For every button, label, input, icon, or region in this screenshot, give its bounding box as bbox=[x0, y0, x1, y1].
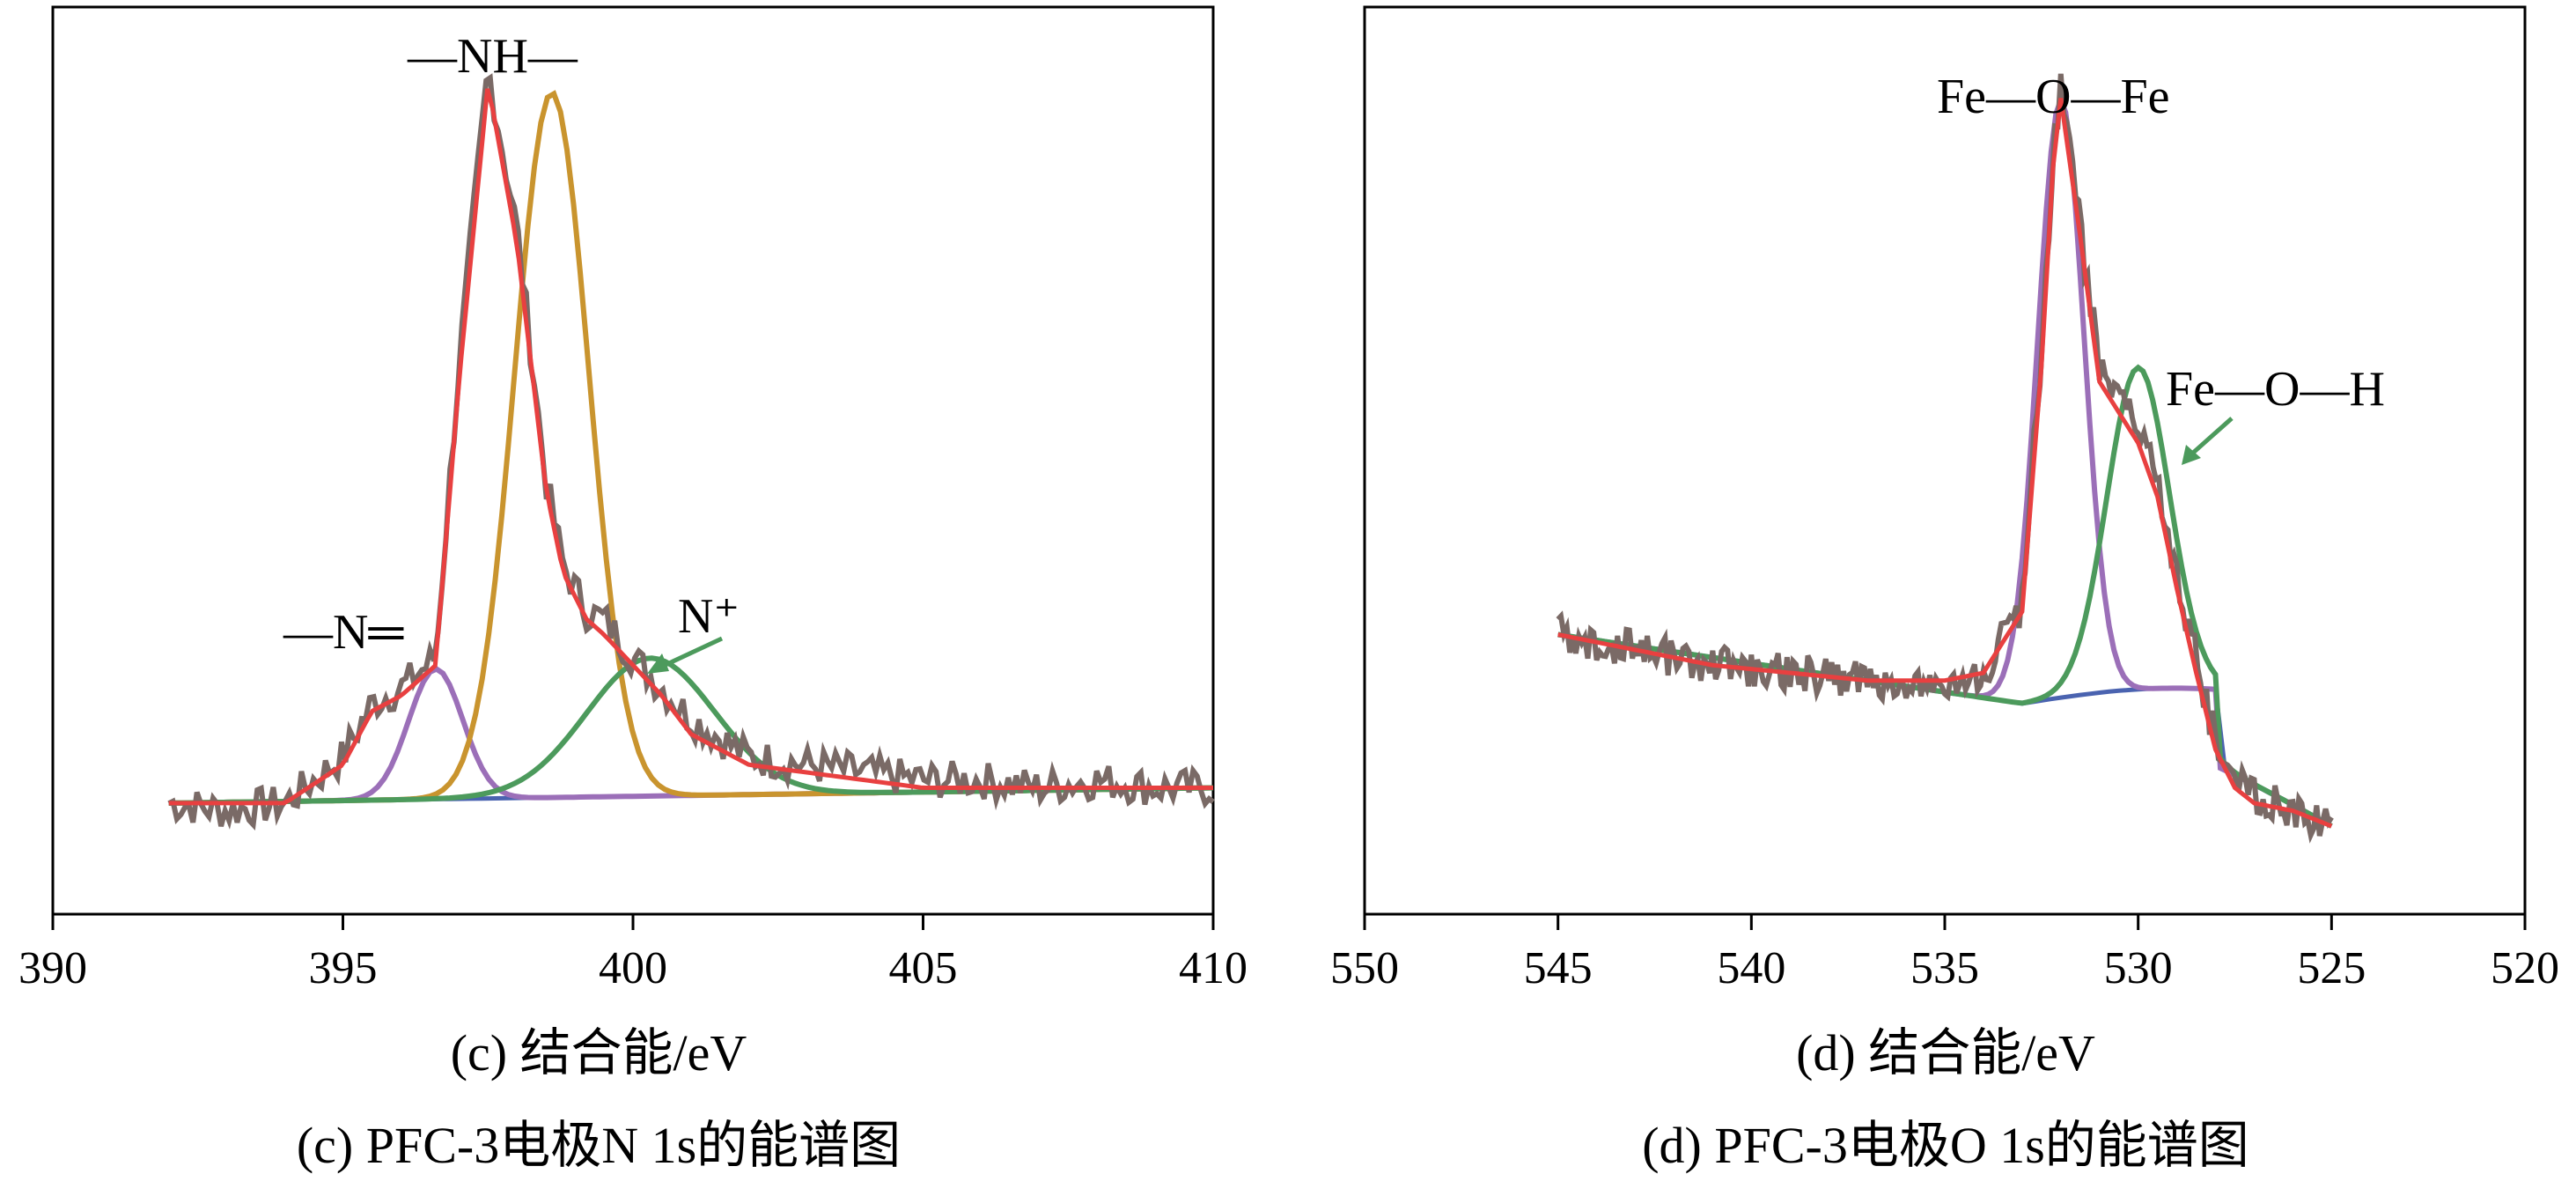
panel-d: 550 545 540 535 530 525 520 Fe—O—Fe Fe—O—H (d)… bbox=[1330, 5, 2559, 1174]
panel-d-frame bbox=[1363, 5, 2527, 916]
panel-c: 390 395 400 405 410 —N═ —NH— N⁺ (c) 结合能/eV (… bbox=[18, 5, 1248, 1174]
d-tick-label-520: 520 bbox=[2491, 943, 2559, 993]
c-peak-1 bbox=[168, 90, 1214, 806]
annot-n-plus: N⁺ bbox=[678, 589, 740, 644]
x-axis-label-c: (c) 结合能/eV bbox=[451, 1024, 747, 1082]
annot-n-double: —N═ bbox=[283, 605, 403, 660]
caption-c: (c) PFC-3电极N 1s的能谱图 bbox=[297, 1117, 901, 1174]
arrow-head-fe-o-h bbox=[2182, 445, 2201, 465]
c-tick-label-405: 405 bbox=[889, 943, 958, 993]
arrow-fe-o-h bbox=[2190, 417, 2234, 455]
d-tick-label-535: 535 bbox=[1910, 943, 1979, 993]
annot-fe-o-fe: Fe—O—Fe bbox=[1937, 70, 2169, 124]
c-tick-label-410: 410 bbox=[1179, 943, 1248, 993]
c-tick-label-400: 400 bbox=[599, 943, 667, 993]
c-tick-label-395: 395 bbox=[309, 943, 378, 993]
d-envelope-fit bbox=[1557, 98, 2333, 829]
annot-fe-o-h: Fe—O—H bbox=[2166, 362, 2385, 417]
caption-d: (d) PFC-3电极O 1s的能谱图 bbox=[1642, 1117, 2249, 1174]
c-raw-spectrum bbox=[167, 73, 1215, 831]
d-tick-label-545: 545 bbox=[1524, 943, 1593, 993]
d-raw-spectrum bbox=[1556, 73, 2334, 844]
arrow-n-plus bbox=[654, 636, 724, 672]
d-peak-1 bbox=[1557, 364, 2333, 829]
annot-nh: —NH— bbox=[407, 29, 578, 84]
d-tick-label-530: 530 bbox=[2104, 943, 2173, 993]
d-tick-label-550: 550 bbox=[1330, 943, 1399, 993]
panel-c-x-axis: 390 395 400 405 410 bbox=[18, 914, 1248, 993]
x-axis-label-d: (d) 结合能/eV bbox=[1796, 1024, 2095, 1082]
arrow-head-n-plus bbox=[647, 653, 669, 674]
c-tick-label-390: 390 bbox=[18, 943, 87, 993]
d-tick-label-540: 540 bbox=[1717, 943, 1785, 993]
c-envelope-fit bbox=[168, 88, 1213, 806]
d-tick-label-525: 525 bbox=[2297, 943, 2366, 993]
panel-c-plot-area bbox=[167, 73, 1215, 831]
panel-d-plot-area bbox=[1556, 73, 2334, 844]
panel-d-x-axis: 550 545 540 535 530 525 520 bbox=[1330, 914, 2559, 993]
